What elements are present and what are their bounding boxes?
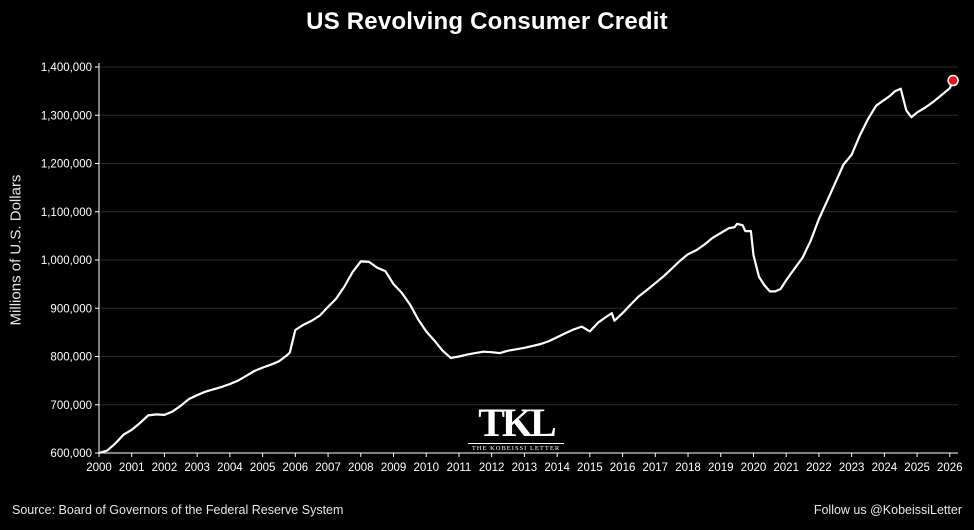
y-tick-label: 700,000 — [50, 400, 92, 412]
x-tick-label: 2008 — [348, 462, 374, 474]
x-tick-label: 2005 — [250, 462, 276, 474]
gridlines — [99, 66, 958, 406]
x-tick-label: 2009 — [381, 462, 407, 474]
x-tick-label: 2006 — [283, 462, 309, 474]
kobeissi-logo: TKL THE KOBEISSI LETTER — [466, 400, 566, 452]
x-tick-label: 2010 — [413, 462, 439, 474]
x-tick-label: 2007 — [315, 462, 341, 474]
y-tick-label: 1,200,000 — [41, 159, 92, 171]
chart-title: US Revolving Consumer Credit — [306, 8, 668, 35]
y-tick-label: 1,000,000 — [41, 255, 92, 267]
source-note: Source: Board of Governors of the Federa… — [12, 503, 344, 517]
x-tick-label: 2022 — [806, 462, 832, 474]
x-tick-label: 2024 — [872, 462, 898, 474]
x-tick-label: 2014 — [544, 462, 570, 474]
y-axis-ticks: 600,000 700,000 800,000 900,000 1,000,000 1,1… — [41, 62, 99, 460]
x-tick-label: 2019 — [708, 462, 734, 474]
x-tick-label: 2023 — [839, 462, 865, 474]
logo-mark: TKL — [478, 400, 556, 445]
x-tick-label: 2000 — [86, 462, 112, 474]
x-tick-label: 2012 — [479, 462, 505, 474]
x-axis-ticks: 2000 2001 2002 2003 2004 2005 2006 2007 2008 2009… — [86, 453, 963, 474]
x-tick-label: 2017 — [643, 462, 669, 474]
y-tick-label: 600,000 — [50, 448, 92, 460]
follow-link[interactable]: Follow us @KobeissiLetter — [813, 503, 962, 517]
y-tick-label: 800,000 — [50, 352, 92, 364]
x-tick-label: 2025 — [904, 462, 930, 474]
x-tick-label: 2002 — [152, 462, 178, 474]
x-tick-label: 2015 — [577, 462, 603, 474]
logo-subtitle: THE KOBEISSI LETTER — [471, 445, 561, 452]
x-tick-label: 2016 — [610, 462, 636, 474]
x-tick-label: 2001 — [119, 462, 145, 474]
y-tick-label: 1,300,000 — [41, 110, 92, 122]
y-tick-label: 900,000 — [50, 303, 92, 315]
x-tick-label: 2020 — [741, 462, 767, 474]
x-tick-label: 2004 — [217, 462, 243, 474]
axes — [98, 63, 958, 454]
y-tick-label: 1,400,000 — [41, 62, 92, 74]
x-tick-label: 2018 — [675, 462, 701, 474]
x-tick-label: 2013 — [512, 462, 538, 474]
logo-rule — [468, 443, 564, 444]
series-line — [98, 80, 955, 455]
x-tick-label: 2011 — [447, 462, 472, 474]
latest-value-marker — [947, 74, 959, 87]
x-tick-label: 2003 — [184, 462, 210, 474]
x-tick-label: 2026 — [937, 462, 963, 474]
y-tick-label: 1,100,000 — [41, 207, 92, 219]
x-tick-label: 2021 — [773, 462, 799, 474]
